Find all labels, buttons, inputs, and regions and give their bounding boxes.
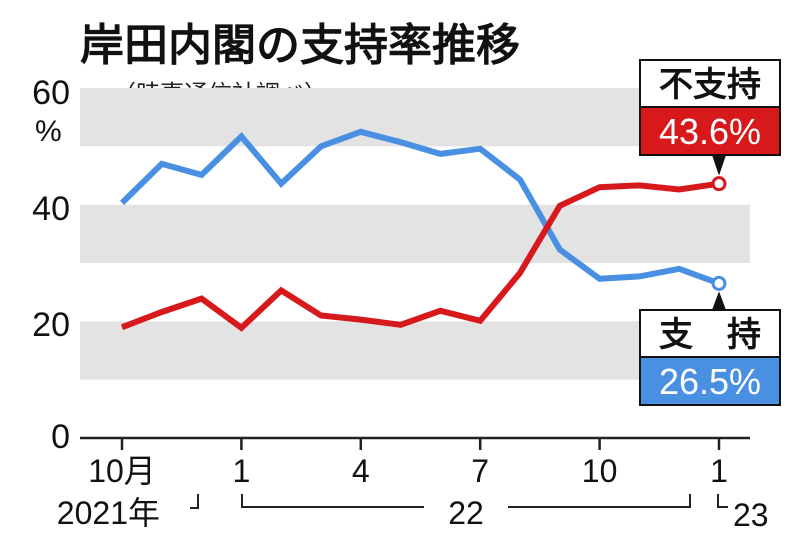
grid-band: [80, 204, 750, 263]
callout-support-value: 26.5%: [659, 361, 761, 402]
year-label-2023: 23: [733, 497, 769, 533]
x-tick-label: 10: [582, 453, 618, 489]
grid-band: [80, 321, 750, 380]
y-tick-label: 20: [32, 306, 70, 344]
year-bracket-2022-left: [241, 494, 424, 508]
x-tick-label: 4: [352, 453, 370, 489]
callout-pointer: [712, 155, 726, 176]
year-label-2022: 22: [448, 495, 484, 531]
callout-pointer: [712, 291, 726, 310]
series-line-nonsupport: [120, 180, 720, 332]
callout-nonsupport-label: 不支持: [659, 65, 761, 105]
y-tick-label: 40: [32, 190, 70, 228]
chart-title: 岸田内閣の支持率推移: [80, 20, 520, 71]
x-tick-label: 1: [710, 453, 728, 489]
series-line-support: [119, 128, 721, 287]
callout-nonsupport-value: 43.6%: [659, 111, 761, 152]
series-endpoint-nonsupport: [711, 176, 727, 192]
grid-band: [80, 88, 750, 147]
callout-support-label: 支 持: [659, 315, 761, 355]
y-unit-label: %: [35, 115, 62, 148]
y-tick-label: 60: [32, 74, 70, 112]
y-axis-ticks: 0 20 40 60: [32, 74, 70, 456]
year-bracket-2021: [190, 494, 199, 509]
x-axis-ticks: 10月 1 4 7 10 1: [88, 438, 728, 489]
year-label-2021: 2021年: [57, 495, 160, 531]
callouts: 不支持 43.6% 支 持 26.5%: [639, 59, 781, 406]
year-bracket-2023: [717, 494, 728, 508]
year-labels: 2021年 22 23: [57, 494, 769, 533]
year-bracket-2022-right: [508, 494, 691, 508]
grid-bands: [80, 88, 750, 380]
callout-value-box: [639, 356, 781, 406]
series-endpoint-support: [711, 275, 727, 291]
callout-header-box: [639, 59, 781, 108]
series-lines: [119, 128, 727, 332]
x-tick-label: 10月: [88, 453, 156, 489]
x-tick-label: 7: [471, 453, 489, 489]
x-tick-label: 1: [233, 453, 251, 489]
y-tick-label: 0: [51, 418, 70, 456]
callout-value-box: [639, 106, 781, 156]
